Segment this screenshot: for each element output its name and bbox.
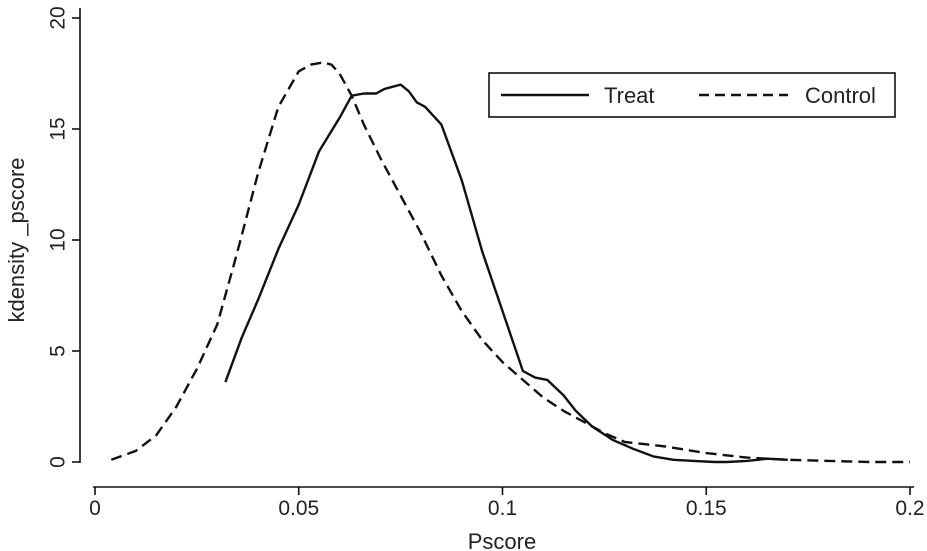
x-tick-label: 0.1 xyxy=(488,497,517,520)
legend-treat-label: Treat xyxy=(604,83,655,108)
axes: 0 5 10 15 20 0 0.05 0.1 0.15 0.2 xyxy=(47,6,925,520)
x-tick-label: 0.05 xyxy=(278,497,319,520)
x-tick-label: 0.15 xyxy=(686,497,727,520)
x-tick-label: 0 xyxy=(89,497,101,520)
series-line-treat xyxy=(224,83,788,464)
y-tick-label: 15 xyxy=(47,117,70,140)
y-tick-label: 5 xyxy=(47,345,70,357)
plot-lines xyxy=(110,61,910,464)
series-line-control xyxy=(110,61,910,464)
x-axis-title: Pscore xyxy=(468,529,536,551)
y-tick-label: 10 xyxy=(47,228,70,251)
x-tick-label: 0.2 xyxy=(895,497,924,520)
y-tick-label: 0 xyxy=(47,456,70,468)
legend: Treat Control xyxy=(488,72,896,118)
y-tick-label: 20 xyxy=(47,6,70,29)
legend-control-label: Control xyxy=(805,83,876,108)
y-axis-title: kdensity _pscore xyxy=(4,157,29,322)
